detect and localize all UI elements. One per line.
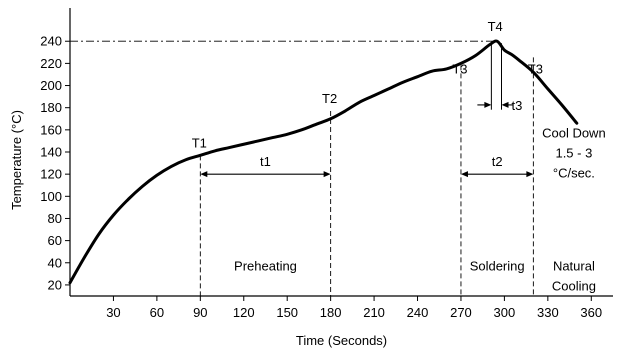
x-axis-title: Time (Seconds) [296, 333, 387, 348]
y-tick-label: 40 [48, 255, 62, 270]
t1-point-label: T1 [192, 135, 207, 150]
x-tick-label: 210 [363, 305, 385, 320]
cool-down-label-line3: °C/sec. [553, 165, 595, 180]
soldering-label: Soldering [470, 259, 525, 274]
y-axis-title: Temperature (°C) [9, 110, 24, 210]
x-tick-label: 150 [276, 305, 298, 320]
y-tick-label: 160 [40, 122, 62, 137]
x-tick-label: 240 [407, 305, 429, 320]
y-tick-label: 240 [40, 34, 62, 49]
y-tick-label: 120 [40, 167, 62, 182]
t2-span-arrow-left [460, 171, 468, 178]
x-tick-label: 300 [494, 305, 516, 320]
y-tick-label: 60 [48, 233, 62, 248]
y-tick-label: 20 [48, 277, 62, 292]
x-tick-label: 90 [193, 305, 207, 320]
preheating-label: Preheating [234, 259, 297, 274]
t2-point-label: T2 [322, 91, 337, 106]
y-tick-label: 200 [40, 78, 62, 93]
t1-span-arrow-left [200, 171, 208, 178]
x-tick-label: 330 [537, 305, 559, 320]
t3-right-point-label: T3 [528, 61, 543, 76]
t3-arrow-in [484, 101, 492, 108]
t1-span-label: t1 [260, 154, 271, 169]
temperature-profile-line [68, 39, 579, 285]
t3-span-label: t3 [512, 98, 523, 113]
y-tick-label: 180 [40, 100, 62, 115]
x-tick-label: 60 [150, 305, 164, 320]
y-tick-label: 100 [40, 189, 62, 204]
x-tick-label: 180 [320, 305, 342, 320]
y-tick-label: 220 [40, 56, 62, 71]
y-tick-label: 140 [40, 145, 62, 160]
t2-span-label: t2 [492, 154, 503, 169]
y-tick-label: 80 [48, 211, 62, 226]
natural-cooling-label-line2: Cooling [552, 278, 596, 293]
x-tick-label: 360 [580, 305, 602, 320]
x-tick-label: 30 [106, 305, 120, 320]
cool-down-label-line2: 1.5 - 3 [555, 146, 592, 161]
peak-point-label: T4 [488, 19, 503, 34]
natural-cooling-label-line1: Natural [553, 259, 595, 274]
x-tick-label: 120 [233, 305, 255, 320]
x-tick-label: 270 [450, 305, 472, 320]
t2-span-arrow-right [526, 171, 534, 178]
cool-down-label-line1: Cool Down [542, 126, 606, 141]
t3-arrow-out [501, 101, 509, 108]
t3-left-point-label: T3 [452, 61, 467, 76]
t1-span-arrow-right [323, 171, 331, 178]
